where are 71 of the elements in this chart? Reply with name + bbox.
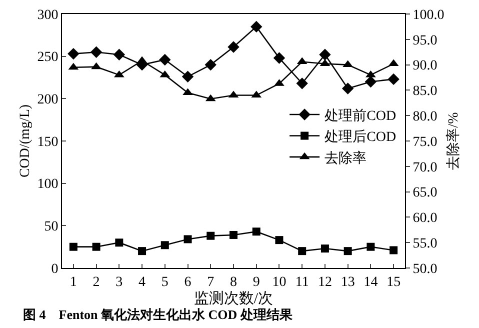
point	[160, 241, 169, 250]
point	[113, 48, 126, 60]
y2-tick-label: 90.0	[412, 58, 438, 74]
legend-label: 处理后COD	[324, 129, 396, 146]
x-tick-label: 13	[340, 274, 355, 290]
caption: 图 4 Fenton 氧化法对生化出水 COD 处理结果	[23, 307, 294, 322]
y2-tick-label: 85.0	[412, 84, 438, 100]
point	[275, 236, 284, 244]
x-tick-label: 12	[318, 274, 332, 290]
x-tick-label: 10	[272, 274, 286, 290]
x-tick-label: 6	[184, 274, 192, 290]
x-tick-label: 4	[138, 274, 146, 290]
point	[296, 78, 308, 90]
y2-tick-label: 65.0	[412, 186, 438, 201]
x-tick-label: 5	[161, 274, 168, 290]
point	[138, 247, 146, 256]
y2-tick-label: 60.0	[412, 211, 438, 226]
point	[90, 46, 102, 58]
y-tick-label: 100	[37, 177, 58, 192]
y-axis-title: COD/(mg/L)	[18, 104, 33, 178]
point	[298, 247, 306, 256]
point	[344, 247, 352, 256]
point	[69, 242, 78, 251]
y-tick-label: 50	[44, 220, 58, 235]
y2-tick-label: 95.0	[412, 33, 438, 48]
point	[206, 232, 215, 240]
x-tick-label: 11	[295, 274, 309, 290]
y-tick-label: 250	[37, 50, 58, 66]
point	[92, 242, 100, 251]
y2-tick-label: 80.0	[412, 110, 438, 124]
point	[366, 242, 375, 251]
y2-tick-label: 70.0	[412, 160, 438, 176]
x-tick-label: 7	[207, 274, 214, 290]
x-tick-label: 1	[70, 274, 77, 290]
y2-tick-label: 100.0	[412, 8, 444, 23]
x-tick-label: 15	[386, 274, 401, 290]
point	[184, 235, 192, 244]
x-tick-label: 8	[230, 274, 237, 290]
y-tick-label: 200	[37, 92, 58, 108]
point	[230, 230, 238, 239]
point	[390, 246, 398, 254]
legend-label: 处理前COD	[324, 108, 396, 124]
point	[204, 58, 216, 71]
point	[319, 48, 331, 60]
point	[388, 73, 400, 86]
y2-tick-label: 50.0	[412, 262, 438, 277]
y-tick-label: 150	[37, 134, 58, 150]
y2-tick-label: 75.0	[412, 134, 438, 150]
point	[250, 20, 262, 33]
x-tick-label: 14	[364, 274, 378, 290]
x-tick-label: 9	[252, 274, 260, 290]
point	[159, 54, 171, 66]
point	[182, 70, 194, 82]
y2-axis-title: 去除率/%	[446, 112, 462, 170]
point	[273, 52, 286, 64]
point	[366, 70, 376, 78]
point	[364, 76, 377, 88]
y-tick-label: 0	[51, 262, 58, 277]
x-tick-label: 3	[116, 274, 123, 290]
y-tick-label: 300	[37, 8, 58, 23]
point	[342, 82, 354, 94]
point	[115, 238, 124, 247]
point	[320, 244, 329, 253]
legend-label: 去除率	[324, 150, 367, 166]
x-tick-label: 2	[92, 274, 100, 290]
point	[252, 228, 260, 236]
point	[68, 48, 80, 60]
point	[228, 41, 240, 53]
point	[91, 62, 102, 70]
y2-tick-label: 55.0	[412, 236, 438, 252]
x-axis-title: 监测次数/次	[194, 290, 274, 307]
